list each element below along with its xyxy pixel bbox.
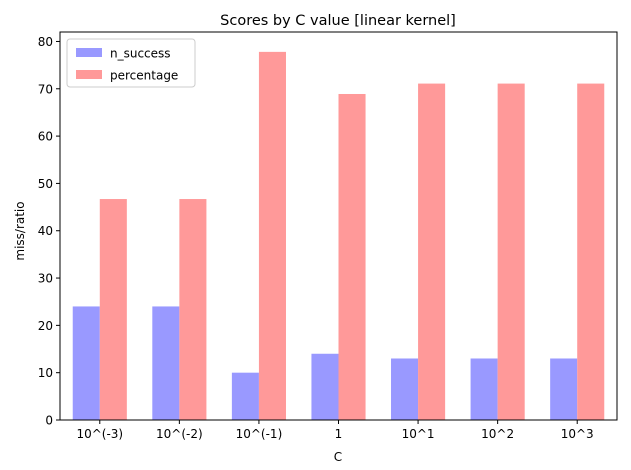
x-tick-label: 10^(-3) <box>76 427 123 441</box>
bar-percentage-5 <box>497 83 525 420</box>
chart-title: Scores by C value [linear kernel] <box>220 13 456 29</box>
bar-percentage-2 <box>258 51 286 420</box>
y-tick-label: 20 <box>38 319 53 333</box>
x-axis-label: C <box>334 450 342 464</box>
bar-n_success-4 <box>391 358 419 420</box>
y-axis-label: miss/ratio <box>13 201 27 260</box>
legend-label-percentage: percentage <box>110 69 178 83</box>
legend: n_success percentage <box>66 38 196 88</box>
bar-n_success-6 <box>550 358 578 420</box>
bar-percentage-6 <box>577 83 605 420</box>
x-tick-label: 1 <box>335 427 343 441</box>
bar-n_success-2 <box>231 372 259 420</box>
bar-percentage-1 <box>179 199 207 420</box>
y-tick-label: 30 <box>38 272 53 286</box>
legend-swatch-n_success <box>76 48 102 57</box>
legend-swatch-percentage <box>76 70 102 79</box>
y-tick-label: 40 <box>38 224 53 238</box>
bar-n_success-1 <box>152 306 180 420</box>
x-tick-label: 10^3 <box>561 427 594 441</box>
bar-n_success-5 <box>470 358 498 420</box>
y-tick-label: 60 <box>38 130 53 144</box>
legend-label-n_success: n_success <box>110 47 171 61</box>
plot-area: 10^(-3) 10^(-2) 10^(-1) 1 10^1 10^2 10^3 0 10 20 3… <box>38 31 618 441</box>
y-tick-label: 0 <box>45 414 53 428</box>
x-tick-label: 10^1 <box>402 427 435 441</box>
y-tick-label: 10 <box>38 366 53 380</box>
y-tick-label: 70 <box>38 82 53 96</box>
bar-percentage-4 <box>418 83 446 420</box>
x-tick-label: 10^(-1) <box>236 427 283 441</box>
y-tick-label: 80 <box>38 35 53 49</box>
y-tick-label: 50 <box>38 177 53 191</box>
x-tick-label: 10^2 <box>481 427 514 441</box>
x-tick-label: 10^(-2) <box>156 427 203 441</box>
bar-percentage-0 <box>99 199 127 420</box>
bar-n_success-3 <box>311 353 339 420</box>
bar-n_success-0 <box>72 306 100 420</box>
bar-percentage-3 <box>338 93 366 421</box>
